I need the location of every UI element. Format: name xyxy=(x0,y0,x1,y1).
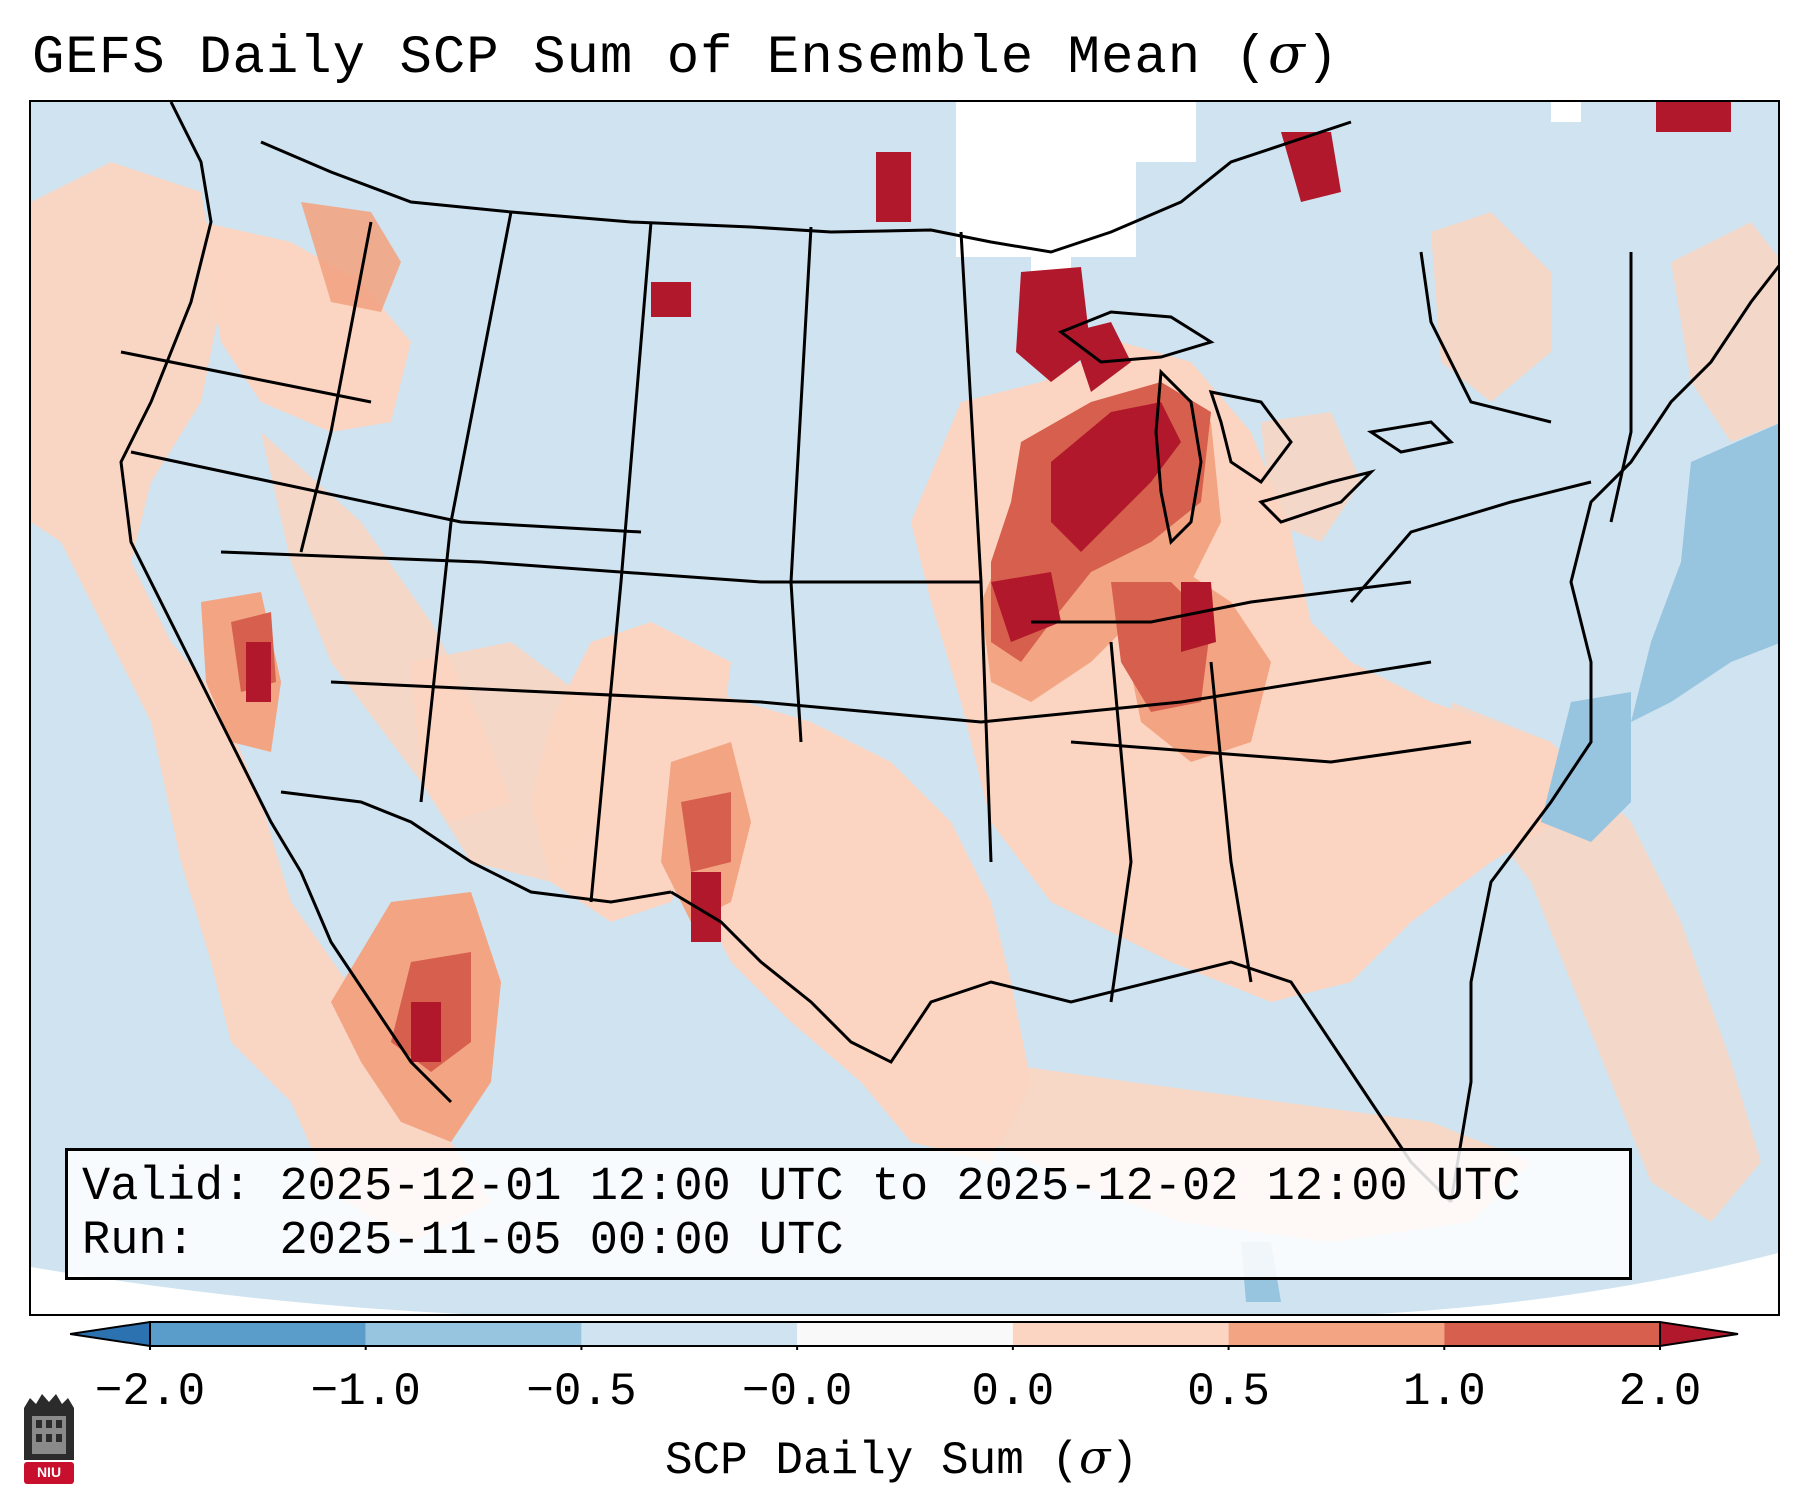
state-line-6 xyxy=(589,221,653,903)
run-value: 2025-11-05 00:00 UTC xyxy=(279,1215,844,1268)
title-text: GEFS Daily SCP Sum of Ensemble Mean ( xyxy=(32,28,1268,89)
lake-erie xyxy=(1258,469,1376,524)
valid-label: Valid: xyxy=(82,1161,252,1214)
colorbar-tick-label: −2.0 xyxy=(94,1366,206,1418)
or-wa-border xyxy=(120,350,372,404)
state-line-5 xyxy=(419,211,513,803)
colorbar-tick-label: 1.0 xyxy=(1402,1366,1486,1418)
colorbar-tick-label: −0.0 xyxy=(741,1366,853,1418)
state-line-3 xyxy=(330,660,1432,724)
state-line-11 xyxy=(1209,661,1253,983)
colorbar-extend-high xyxy=(1659,1320,1739,1348)
atlantic-coast xyxy=(1449,264,1778,1203)
lake-huron xyxy=(1208,390,1293,485)
state-line-10 xyxy=(1109,641,1133,1003)
state-line-12 xyxy=(1070,740,1472,764)
positive-max-areas xyxy=(246,102,1731,1062)
colorbar-segment xyxy=(150,1322,366,1346)
colorbar-segment xyxy=(581,1322,798,1346)
colorbar-segment xyxy=(797,1322,1013,1346)
colorbar-label-close: ) xyxy=(1110,1435,1139,1487)
colorbar-label-sigma: σ xyxy=(1079,1430,1111,1484)
colorbar-segment xyxy=(1444,1322,1660,1346)
run-label: Run: xyxy=(82,1215,195,1268)
map-canvas xyxy=(31,102,1778,1314)
state-line-7 xyxy=(789,226,813,743)
title-close: ) xyxy=(1305,28,1340,89)
colorbar-tick-label: 2.0 xyxy=(1618,1366,1702,1418)
colorbar-outline xyxy=(149,1321,1661,1347)
mexico-border xyxy=(280,790,672,904)
colorbar-segment xyxy=(1012,1322,1229,1346)
colorbar-label-text: SCP Daily Sum ( xyxy=(664,1435,1080,1487)
colorbar xyxy=(70,1320,1739,1350)
colorbar-tick-label: −1.0 xyxy=(310,1366,421,1418)
chart-title: GEFS Daily SCP Sum of Ensemble Mean (σ) xyxy=(32,22,1339,91)
lake-michigan xyxy=(1154,368,1203,546)
state-line-15 xyxy=(1609,252,1633,523)
great-lakes xyxy=(1057,310,1455,546)
colorbar-tick-label: 0.0 xyxy=(971,1366,1055,1418)
projection-corner-right xyxy=(1375,1253,1778,1314)
colorbar-segment xyxy=(365,1322,582,1346)
map-panel xyxy=(29,100,1780,1316)
pacific-coastline xyxy=(119,102,453,1104)
state-line-14 xyxy=(1419,251,1552,424)
title-sigma: σ xyxy=(1268,22,1306,85)
canada-border xyxy=(260,120,1352,254)
state-line-1 xyxy=(130,450,642,534)
state-line-13 xyxy=(1349,480,1592,603)
gulf-coast xyxy=(670,890,1453,1204)
state-line-9 xyxy=(1031,580,1412,624)
lake-superior xyxy=(1057,310,1215,364)
colorbar-tick-label: −0.5 xyxy=(526,1366,637,1418)
valid-value: 2025-12-01 12:00 UTC to 2025-12-02 12:00… xyxy=(279,1161,1521,1214)
projection-corner-left xyxy=(31,1267,463,1314)
colorbar-tick-label: 0.5 xyxy=(1187,1366,1270,1418)
niu-logo-icon xyxy=(24,1394,74,1484)
state-line-8 xyxy=(959,231,993,863)
colorbar-extend-low xyxy=(70,1320,151,1348)
colorbar-segment xyxy=(1228,1322,1445,1346)
niu-logo-text: NIU xyxy=(36,1464,62,1480)
political-boundaries xyxy=(119,102,1778,1204)
lake-ontario xyxy=(1367,420,1455,454)
state-line-4 xyxy=(299,221,373,553)
colorbar-label: SCP Daily Sum (σ) xyxy=(0,1430,1803,1487)
valid-run-info-box: Valid: 2025-12-01 12:00 UTC to 2025-12-0… xyxy=(65,1148,1632,1280)
